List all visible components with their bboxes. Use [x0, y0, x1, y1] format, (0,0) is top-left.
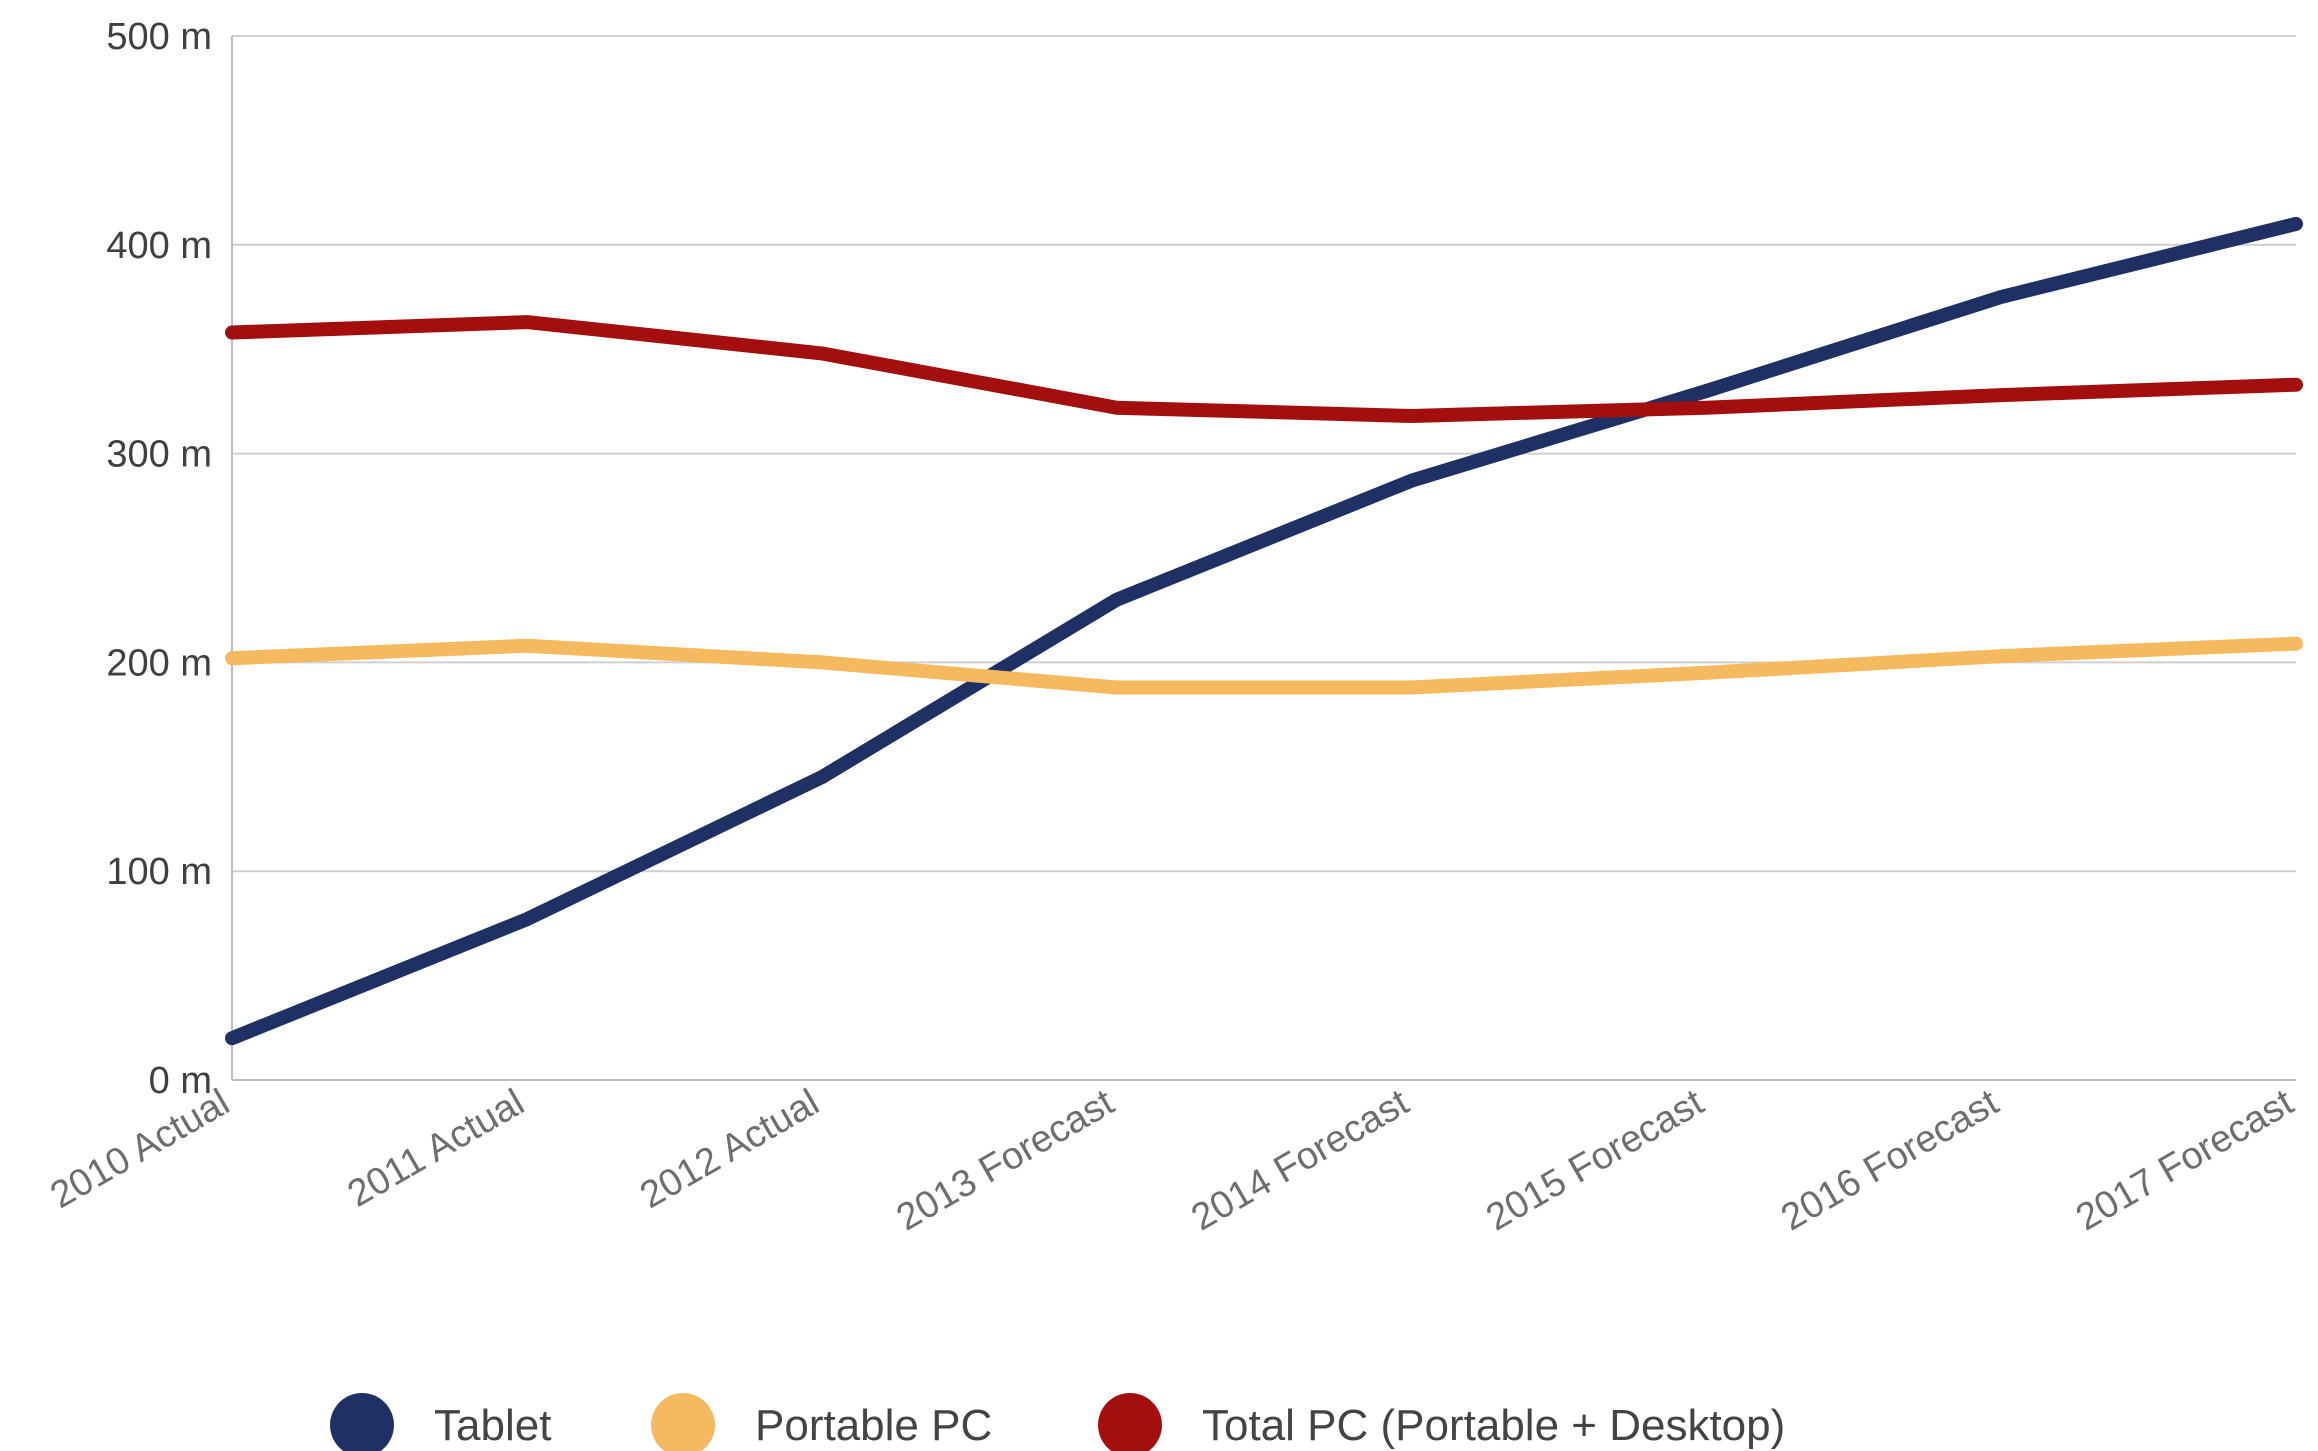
- x-tick-label: 2014 Forecast: [1185, 1081, 1417, 1239]
- legend-marker: [1098, 1393, 1162, 1451]
- legend-label: Portable PC: [755, 1401, 992, 1450]
- y-tick-label: 200 m: [106, 642, 212, 684]
- x-tick-label: 2015 Forecast: [1479, 1081, 1711, 1239]
- y-tick-label: 400 m: [106, 225, 212, 267]
- legend-marker: [651, 1393, 715, 1451]
- x-tick-label: 2011 Actual: [341, 1081, 532, 1215]
- series-lines: [225, 216, 2303, 1046]
- series-line-3: [225, 315, 2303, 423]
- legend-label: Tablet: [434, 1401, 551, 1450]
- x-tick-label: 2016 Forecast: [1774, 1081, 2006, 1239]
- x-tick-label: 2010 Actual: [43, 1081, 236, 1217]
- legend-marker: [330, 1393, 394, 1451]
- axes: [231, 36, 2296, 1081]
- series-line-1: [225, 216, 2303, 1046]
- x-tick-label: 2012 Actual: [633, 1081, 826, 1217]
- y-tick-label: 100 m: [106, 851, 212, 893]
- x-axis-ticks: 2010 Actual 2011 Actual 2012 Actual 2013 Fo…: [43, 1081, 2300, 1239]
- legend: Tablet Portable PC Total PC (Portable + De…: [330, 1393, 1785, 1451]
- x-tick-label: 2017 Forecast: [2069, 1081, 2301, 1239]
- x-tick-label: 2013 Forecast: [890, 1081, 1122, 1239]
- gridlines: [232, 35, 2296, 873]
- series-line-2: [225, 636, 2303, 695]
- y-axis-ticks: 0 m 100 m 200 m 300 m 400 m 500 m: [106, 16, 212, 1102]
- y-tick-label: 0 m: [149, 1060, 212, 1102]
- y-tick-label: 300 m: [106, 434, 212, 476]
- legend-label: Total PC (Portable + Desktop): [1202, 1401, 1785, 1450]
- y-tick-label: 500 m: [106, 16, 212, 58]
